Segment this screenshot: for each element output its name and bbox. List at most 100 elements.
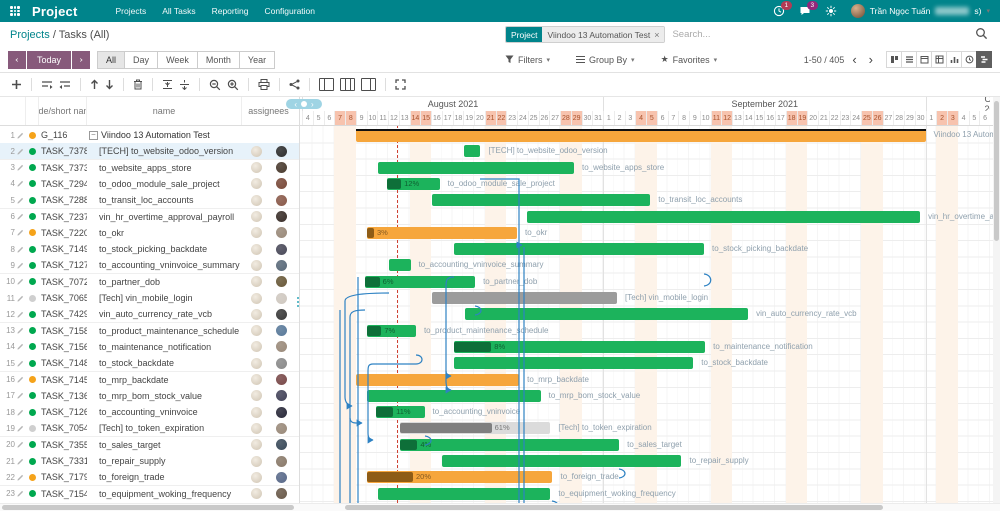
task-name[interactable]: to_product_maintenance_schedule: [99, 325, 240, 336]
assignee-avatar[interactable]: [275, 162, 287, 174]
status-cell[interactable]: [26, 225, 39, 241]
task-name[interactable]: to_equipment_woking_frequency: [99, 488, 232, 499]
task-code[interactable]: TASK_7148: [41, 358, 87, 369]
assignee-avatar[interactable]: [250, 162, 262, 174]
status-cell[interactable]: [26, 355, 39, 371]
assignee-avatar[interactable]: [250, 471, 262, 483]
assignee-avatar[interactable]: [275, 308, 287, 320]
edit-pencil-icon[interactable]: [17, 441, 24, 448]
status-cell[interactable]: [26, 339, 39, 355]
messages-icon[interactable]: 3: [799, 0, 818, 18]
assignee-avatar[interactable]: [250, 406, 262, 418]
status-dot[interactable]: [29, 131, 36, 139]
task-code[interactable]: TASK_7220: [41, 227, 87, 238]
gantt-bar[interactable]: [464, 145, 481, 158]
assignee-avatar[interactable]: [250, 194, 262, 206]
vertical-scrollbar[interactable]: [993, 97, 1000, 503]
table-row[interactable]: 17 TASK_7136 to_mrp_bom_stock_value: [0, 387, 299, 405]
vertical-scroll-thumb[interactable]: [994, 101, 999, 241]
table-row[interactable]: 19 TASK_7054 [Tech] to_token_expiration: [0, 420, 299, 438]
edit-pencil-icon[interactable]: [17, 360, 24, 367]
gantt-bar[interactable]: [378, 487, 551, 500]
edit-pencil-icon[interactable]: [17, 246, 24, 253]
task-name[interactable]: to_repair_supply: [99, 456, 166, 466]
assignee-avatar[interactable]: [275, 325, 287, 337]
assignee-avatar[interactable]: [275, 178, 287, 190]
task-code[interactable]: TASK_7149: [41, 244, 87, 255]
assignee-avatar[interactable]: [250, 292, 262, 304]
breadcrumb-projects[interactable]: Projects: [10, 28, 50, 41]
view-graph-button[interactable]: [946, 51, 962, 68]
assignee-avatar[interactable]: [250, 276, 262, 288]
assignee-avatar[interactable]: [275, 194, 287, 206]
table-row[interactable]: 5 TASK_7288 to_transit_loc_accounts: [0, 192, 299, 210]
task-code[interactable]: TASK_7072: [41, 276, 87, 287]
task-code[interactable]: TASK_7331: [41, 456, 87, 466]
edit-pencil-icon[interactable]: [17, 311, 24, 318]
horizontal-scrollbar[interactable]: [0, 503, 1000, 511]
search-icon[interactable]: [975, 27, 988, 40]
view-gantt-button[interactable]: [976, 51, 992, 68]
task-code[interactable]: TASK_7429: [41, 309, 87, 320]
menu-all-tasks[interactable]: All Tasks: [162, 6, 196, 16]
task-name[interactable]: – Viindoo 13 Automation Test: [87, 127, 242, 143]
task-name[interactable]: to_stock_backdate: [99, 358, 175, 369]
assignee-avatar[interactable]: [275, 243, 287, 255]
indent-button[interactable]: [41, 80, 53, 90]
assignee-avatar[interactable]: [250, 308, 262, 320]
move-up-button[interactable]: [90, 79, 99, 90]
status-cell[interactable]: [26, 388, 39, 404]
task-code[interactable]: TASK_7154: [41, 488, 87, 499]
zoom-in-icon[interactable]: [227, 79, 239, 91]
status-cell[interactable]: [26, 241, 39, 257]
menu-projects[interactable]: Projects: [115, 6, 147, 16]
table-row[interactable]: 15 TASK_7148 to_stock_backdate: [0, 355, 299, 373]
task-name[interactable]: to_maintenance_notification: [99, 341, 212, 352]
status-cell[interactable]: [26, 160, 39, 176]
gantt-bar[interactable]: [453, 357, 694, 370]
task-name[interactable]: to_transit_loc_accounts: [99, 195, 194, 206]
assignee-avatar[interactable]: [275, 406, 287, 418]
status-cell[interactable]: [26, 209, 39, 225]
assignee-avatar[interactable]: [275, 292, 287, 304]
print-button[interactable]: [258, 79, 270, 90]
app-title[interactable]: Project: [32, 3, 78, 19]
status-dot[interactable]: [29, 327, 36, 335]
fullscreen-button[interactable]: [395, 79, 406, 90]
status-dot[interactable]: [29, 213, 36, 220]
pager-prev-icon[interactable]: ‹: [852, 52, 857, 67]
assignee-avatar[interactable]: [250, 488, 262, 500]
table-scroll-thumb[interactable]: [2, 505, 294, 510]
header-name[interactable]: name: [87, 97, 242, 125]
gantt-bar[interactable]: [355, 129, 926, 142]
edit-pencil-icon[interactable]: [17, 392, 24, 399]
status-dot[interactable]: [29, 441, 36, 449]
table-row[interactable]: 23 TASK_7154 to_equipment_woking_frequency: [0, 485, 299, 503]
assignee-avatar[interactable]: [250, 178, 262, 190]
pane-left-button[interactable]: [319, 78, 334, 91]
edit-pencil-icon[interactable]: [17, 262, 24, 269]
task-code[interactable]: TASK_7127: [41, 260, 87, 271]
gantt-bar[interactable]: 20%: [366, 471, 553, 484]
table-row[interactable]: 3 TASK_7373 to_website_apps_store: [0, 159, 299, 177]
status-cell[interactable]: [26, 290, 39, 306]
activity-clock-icon[interactable]: 1: [773, 0, 792, 18]
task-code[interactable]: TASK_7294: [41, 178, 87, 189]
assignee-avatar[interactable]: [250, 455, 262, 467]
task-code[interactable]: TASK_7373: [41, 162, 87, 173]
view-list-button[interactable]: [901, 51, 917, 68]
table-row[interactable]: 22 TASK_7179 to_foreign_trade: [0, 469, 299, 487]
assignee-avatar[interactable]: [275, 341, 287, 353]
assignee-avatar[interactable]: [250, 227, 262, 239]
gantt-bar[interactable]: [432, 194, 651, 207]
gantt-bar[interactable]: 12%: [386, 177, 440, 190]
assignee-avatar[interactable]: [250, 341, 262, 353]
table-row[interactable]: 6 TASK_7237 vin_hr_overtime_approval_payro…: [0, 208, 299, 226]
task-name[interactable]: vin_auto_currency_rate_vcb: [99, 309, 213, 320]
status-dot[interactable]: [29, 147, 36, 155]
task-code[interactable]: TASK_7136: [41, 390, 87, 401]
splitter-handle[interactable]: [297, 297, 299, 307]
collapse-rows-button[interactable]: [162, 79, 173, 90]
collapse-group-icon[interactable]: –: [89, 130, 98, 140]
table-row[interactable]: 21 TASK_7331 to_repair_supply: [0, 453, 299, 470]
